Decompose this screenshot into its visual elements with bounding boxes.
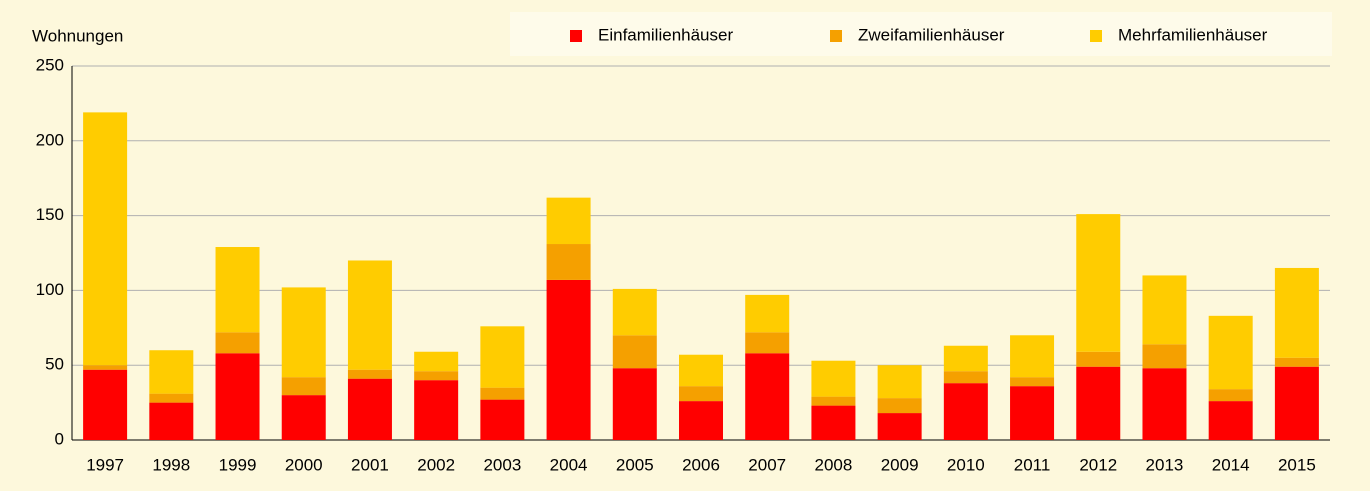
bar-segment xyxy=(1142,344,1187,369)
y-tick-label: 0 xyxy=(55,429,64,448)
bar-segment xyxy=(480,399,525,440)
bar-segment xyxy=(414,371,459,381)
bar-segment xyxy=(1076,351,1121,367)
bar-segment xyxy=(480,387,525,400)
bar-segment xyxy=(612,368,657,440)
bar-segment xyxy=(215,353,260,440)
legend-swatch xyxy=(570,30,582,42)
bar-segment xyxy=(679,354,723,387)
x-tick-label: 2011 xyxy=(1014,455,1051,474)
bar-segment xyxy=(745,353,790,440)
bar-segment xyxy=(1142,368,1187,440)
bar-segment xyxy=(943,345,988,372)
bar-segment xyxy=(347,260,392,370)
bar-segment xyxy=(1208,389,1253,402)
bar-segment xyxy=(1076,366,1121,440)
bar-segment xyxy=(149,350,194,394)
legend-box xyxy=(510,12,1332,56)
bar-segment xyxy=(1208,401,1253,440)
bar-segment xyxy=(612,335,657,369)
y-tick-label: 100 xyxy=(36,280,64,299)
legend-swatch xyxy=(1090,30,1102,42)
x-tick-label: 2005 xyxy=(616,455,654,474)
bar-segment xyxy=(612,288,657,336)
x-tick-label: 2002 xyxy=(417,455,455,474)
bar-segment xyxy=(546,197,591,245)
bar-segment xyxy=(1274,357,1319,367)
bar-segment xyxy=(281,287,326,378)
bar-segment xyxy=(679,401,723,440)
legend-label: Mehrfamilienhäuser xyxy=(1118,25,1268,44)
y-tick-label: 150 xyxy=(36,205,64,224)
bar-segment xyxy=(347,369,392,379)
bar-segment xyxy=(811,360,856,397)
bar-segment xyxy=(877,413,922,440)
bar-segment xyxy=(149,402,194,440)
legend-swatch xyxy=(830,30,842,42)
x-tick-label: 2009 xyxy=(881,455,919,474)
bar-segment xyxy=(281,395,326,440)
bar-segment xyxy=(414,351,459,372)
bar-segment xyxy=(1274,267,1319,358)
x-tick-label: 2015 xyxy=(1278,455,1316,474)
legend-label: Zweifamilienhäuser xyxy=(858,25,1005,44)
bar-segment xyxy=(414,380,459,440)
y-axis-label: Wohnungen xyxy=(32,26,123,45)
bar-segment xyxy=(546,279,591,440)
bar-segment xyxy=(811,405,856,440)
x-tick-label: 2008 xyxy=(815,455,853,474)
y-tick-label: 200 xyxy=(36,130,64,149)
y-tick-label: 50 xyxy=(45,355,64,374)
bar-segment xyxy=(480,326,525,388)
x-tick-label: 2006 xyxy=(682,455,720,474)
bar-segment xyxy=(83,112,128,366)
bar-segment xyxy=(1010,335,1055,378)
x-tick-label: 2014 xyxy=(1212,455,1250,474)
bar-segment xyxy=(943,371,988,384)
x-tick-label: 2013 xyxy=(1146,455,1184,474)
bar-segment xyxy=(679,386,723,402)
bar-segment xyxy=(1274,366,1319,440)
bar-segment xyxy=(745,332,790,354)
x-tick-label: 2003 xyxy=(483,455,521,474)
bar-segment xyxy=(281,377,326,396)
x-tick-label: 1999 xyxy=(219,455,257,474)
y-tick-label: 250 xyxy=(36,55,64,74)
x-tick-label: 2004 xyxy=(550,455,588,474)
x-tick-label: 2010 xyxy=(947,455,985,474)
bar-segment xyxy=(215,247,260,333)
bar-segment xyxy=(347,378,392,440)
bar-segment xyxy=(745,294,790,333)
bar-segment xyxy=(1010,377,1055,387)
bar-segment xyxy=(811,396,856,406)
x-tick-label: 2012 xyxy=(1079,455,1117,474)
bar-segment xyxy=(1010,386,1055,440)
x-tick-label: 2000 xyxy=(285,455,323,474)
x-tick-label: 2001 xyxy=(351,455,389,474)
bar-segment xyxy=(83,369,128,440)
bar-segment xyxy=(83,365,128,370)
bar-segment xyxy=(546,244,591,280)
x-tick-label: 1998 xyxy=(152,455,190,474)
legend-label: Einfamilienhäuser xyxy=(598,25,733,44)
bar-segment xyxy=(877,398,922,414)
x-tick-label: 1997 xyxy=(86,455,124,474)
bar-segment xyxy=(1076,214,1121,352)
bar-segment xyxy=(1142,275,1187,345)
bar-segment xyxy=(877,365,922,399)
x-tick-label: 2007 xyxy=(748,455,786,474)
bar-segment xyxy=(149,393,194,403)
bar-segment xyxy=(943,383,988,440)
bar-segment xyxy=(215,332,260,354)
bar-segment xyxy=(1208,315,1253,390)
